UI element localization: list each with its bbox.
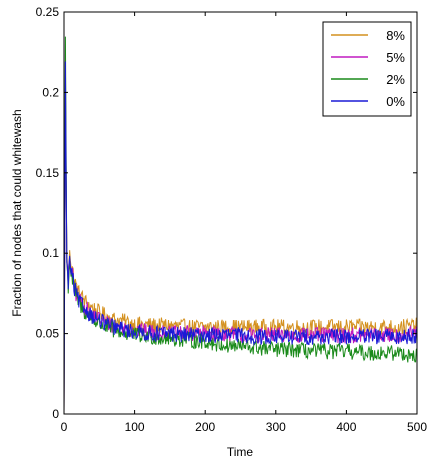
plot-frame xyxy=(63,11,418,415)
ticks-layer: 0 100 200 300 400 500 0 0.05 0.1 0.15 0.2 0.25 xyxy=(36,5,428,434)
y-tick-label: 0.2 xyxy=(42,85,59,99)
y-tick-label: 0.25 xyxy=(36,5,60,19)
x-tick-label: 200 xyxy=(195,420,215,434)
legend: 8% 5% 2% 0% xyxy=(322,21,412,117)
x-tick-label: 100 xyxy=(125,420,145,434)
legend-label: 5% xyxy=(386,50,405,65)
x-axis-label: Time xyxy=(227,445,254,459)
y-tick-label: 0 xyxy=(52,407,59,421)
x-tick-label: 300 xyxy=(266,420,286,434)
legend-label: 0% xyxy=(386,94,405,109)
series-line-3 xyxy=(63,61,418,415)
series-layer xyxy=(63,36,418,415)
x-tick-label: 400 xyxy=(336,420,356,434)
y-tick-label: 0.15 xyxy=(36,166,60,180)
y-tick-label: 0.1 xyxy=(42,246,59,260)
x-tick-label: 500 xyxy=(407,420,427,434)
legend-label: 2% xyxy=(386,72,405,87)
legend-label: 8% xyxy=(386,28,405,43)
y-tick-label: 0.05 xyxy=(36,327,60,341)
series-line-2 xyxy=(63,36,418,415)
x-tick-label: 0 xyxy=(61,420,68,434)
series-line-0 xyxy=(63,88,418,415)
y-axis-label: Fraction of nodes that could whitewash xyxy=(10,109,24,316)
